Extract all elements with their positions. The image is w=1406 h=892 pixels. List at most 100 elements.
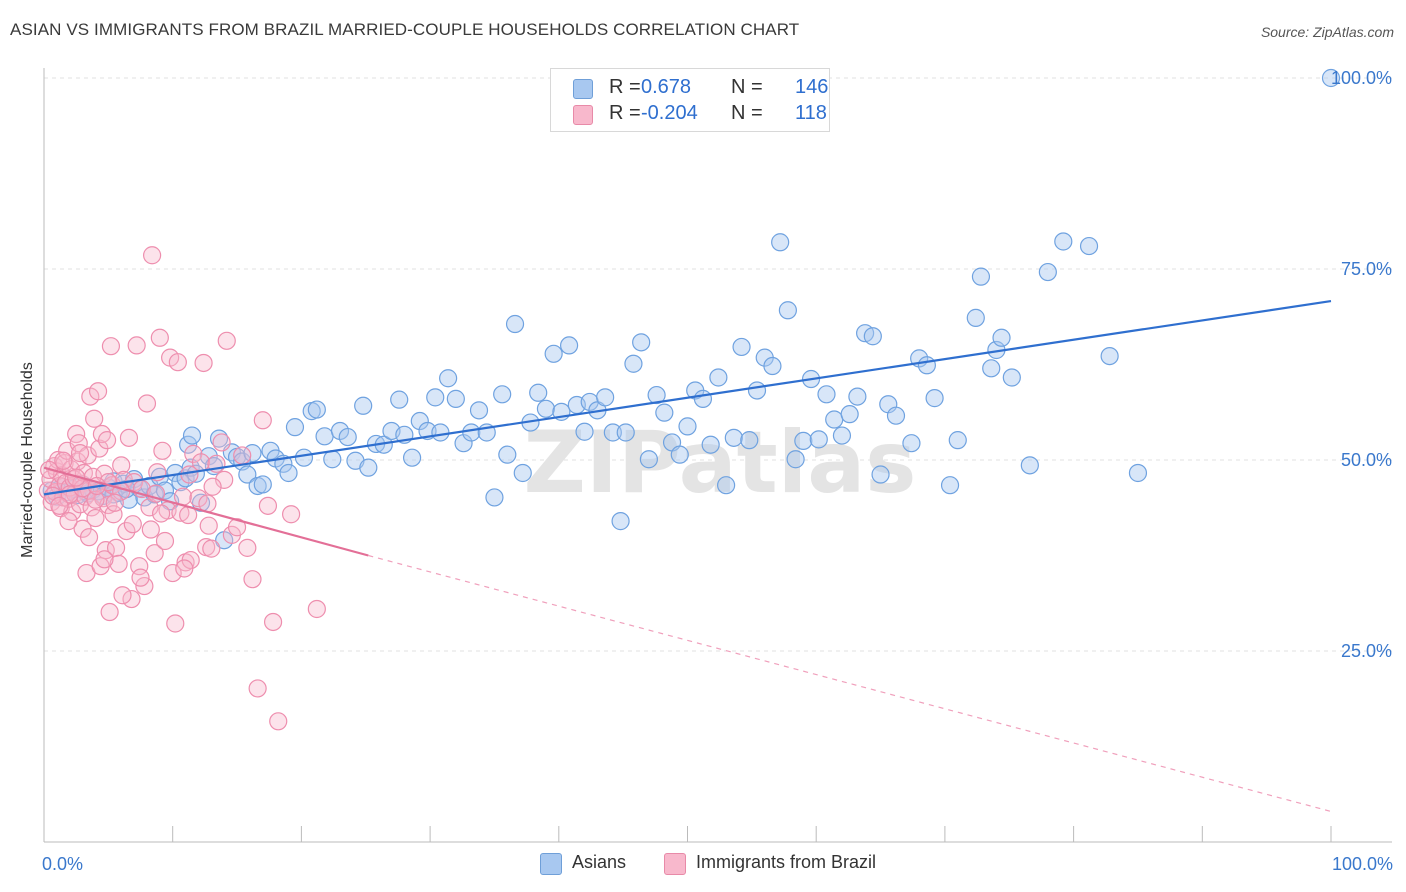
data-point xyxy=(122,589,141,609)
legend-r-value: 0.678 xyxy=(641,76,692,98)
data-point xyxy=(529,383,548,402)
data-point xyxy=(123,515,142,534)
data-point xyxy=(95,550,114,569)
data-point xyxy=(431,423,450,442)
data-point xyxy=(940,476,960,495)
data-point xyxy=(1079,236,1099,256)
data-point xyxy=(763,356,782,376)
y-tick-label: 100.0% xyxy=(1331,68,1392,88)
data-point xyxy=(513,463,532,483)
bottom-legend-label: Immigrants from Brazil xyxy=(696,852,877,872)
bottom-legend-swatch-asians xyxy=(540,853,562,875)
data-point xyxy=(493,385,512,404)
grid xyxy=(44,77,1392,652)
data-point xyxy=(150,328,169,347)
data-point xyxy=(1128,463,1148,483)
tick-labels: 25.0% 50.0% 75.0% 100.0% 0.0% 100.0% xyxy=(42,68,1393,874)
data-point xyxy=(825,410,844,429)
data-point xyxy=(145,544,164,563)
data-point xyxy=(639,450,658,469)
legend-swatch-brazil xyxy=(573,105,593,125)
trend-lines xyxy=(43,300,1332,813)
data-point xyxy=(263,612,283,632)
legend-n-label: N = xyxy=(731,76,763,98)
data-point xyxy=(717,476,736,495)
data-point xyxy=(902,434,921,453)
data-point xyxy=(1054,232,1073,251)
series xyxy=(38,68,1341,731)
trend-line-projection xyxy=(368,554,1332,813)
data-point xyxy=(212,433,231,452)
legend-r-label: R = xyxy=(609,102,641,124)
data-point xyxy=(863,327,882,346)
legend-n-value: 146 xyxy=(795,76,829,98)
data-point xyxy=(168,353,187,372)
y-tick-label: 50.0% xyxy=(1341,450,1392,470)
data-point xyxy=(88,382,108,401)
legend-n-label: N = xyxy=(731,102,763,124)
data-point xyxy=(747,381,767,400)
trend-line xyxy=(43,466,369,557)
data-point xyxy=(446,389,465,408)
data-point xyxy=(175,559,194,578)
data-point xyxy=(724,428,743,447)
data-point xyxy=(182,426,202,445)
data-point xyxy=(135,576,154,596)
data-point xyxy=(925,389,944,408)
data-point xyxy=(137,394,157,413)
data-point xyxy=(97,431,117,450)
watermark: ZIPatlas xyxy=(524,413,917,513)
data-point xyxy=(670,445,689,464)
data-point xyxy=(338,427,357,447)
data-point xyxy=(647,385,666,405)
data-point xyxy=(410,411,429,431)
data-point xyxy=(86,490,105,509)
data-point xyxy=(917,356,936,375)
data-point xyxy=(86,508,105,528)
data-point xyxy=(462,423,481,442)
data-point xyxy=(966,308,985,327)
data-point xyxy=(1038,262,1057,282)
data-point xyxy=(1321,68,1341,88)
data-point xyxy=(611,512,630,531)
data-point xyxy=(199,516,218,535)
data-point xyxy=(119,428,139,447)
data-point xyxy=(202,539,221,558)
data-point xyxy=(701,435,720,454)
data-point xyxy=(143,246,162,265)
data-point xyxy=(982,359,1001,378)
data-point xyxy=(439,369,458,388)
data-point xyxy=(469,401,489,420)
data-point xyxy=(203,477,222,496)
data-point xyxy=(498,445,517,464)
y-tick-label: 75.0% xyxy=(1341,259,1392,279)
stats-legend: R = 0.678 N = 146 R = -0.204 N = 118 xyxy=(550,68,830,132)
data-point xyxy=(59,512,78,531)
data-point xyxy=(131,568,150,587)
data-point xyxy=(778,301,797,320)
data-point xyxy=(632,333,651,352)
y-tick-label: 25.0% xyxy=(1341,641,1392,661)
data-point xyxy=(50,496,69,515)
data-point xyxy=(100,602,119,622)
data-point xyxy=(253,411,272,430)
data-point xyxy=(112,456,131,475)
data-point xyxy=(153,441,172,460)
data-point xyxy=(101,337,121,356)
data-point xyxy=(294,448,314,467)
data-point xyxy=(786,450,805,469)
data-point xyxy=(323,450,342,469)
data-point xyxy=(217,331,236,350)
data-point xyxy=(227,518,247,537)
data-point xyxy=(238,538,257,557)
data-point xyxy=(1020,456,1039,475)
data-point xyxy=(354,396,373,415)
data-point xyxy=(575,422,594,441)
data-point xyxy=(163,563,182,583)
data-point xyxy=(215,470,234,489)
data-point xyxy=(809,430,828,449)
data-point xyxy=(678,417,697,436)
data-point xyxy=(505,314,525,334)
data-point xyxy=(258,496,278,515)
data-point xyxy=(38,481,57,500)
